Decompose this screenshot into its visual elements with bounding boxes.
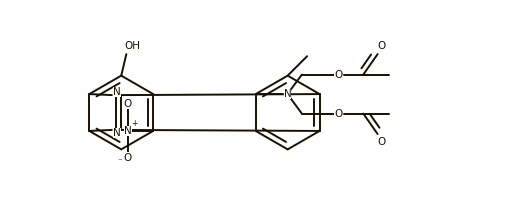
Text: O: O — [377, 41, 385, 52]
Text: O: O — [124, 153, 132, 163]
Text: OH: OH — [125, 41, 141, 51]
Text: O: O — [335, 109, 343, 118]
Text: +: + — [131, 119, 138, 128]
Text: N: N — [124, 126, 131, 136]
Text: O: O — [124, 99, 132, 109]
Text: N: N — [283, 89, 291, 99]
Text: O: O — [335, 70, 343, 80]
Text: N: N — [113, 128, 121, 138]
Text: ⁻: ⁻ — [117, 157, 122, 166]
Text: O: O — [377, 137, 385, 147]
Text: N: N — [113, 87, 121, 97]
